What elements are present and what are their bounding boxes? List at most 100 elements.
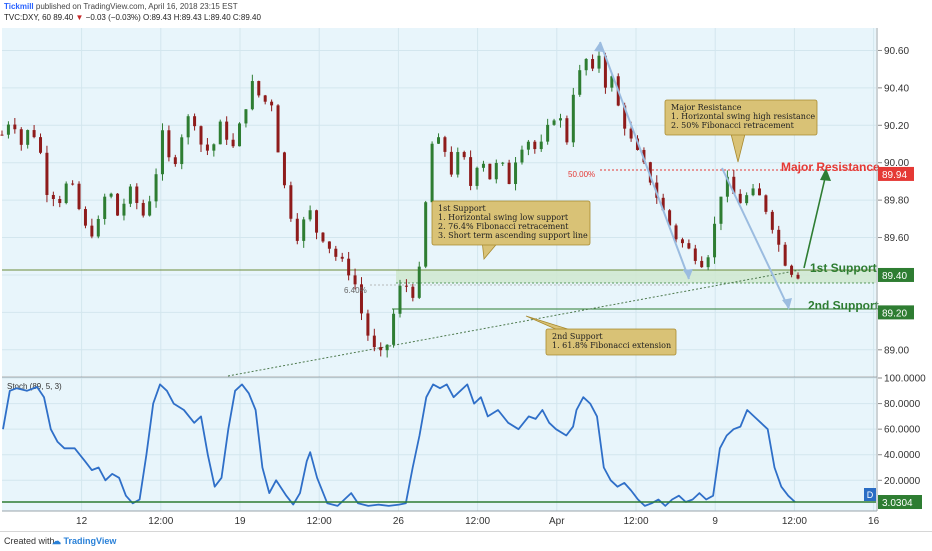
candle-body <box>680 239 684 244</box>
major-resistance-badge-value: 89.94 <box>882 170 907 181</box>
candle-body <box>308 210 312 220</box>
cloud-icon: ☁ <box>52 536 61 546</box>
chart-svg[interactable]: 50.00% 6.40% Major Resistance 1st Support 2… <box>0 0 932 531</box>
first-support-note-line: 1. Horizontal swing low support <box>438 213 569 222</box>
change-down-icon: ▼ <box>75 13 84 22</box>
stoch-current-value: 3.0304 <box>882 498 913 509</box>
candle-body <box>64 183 68 204</box>
candle-body <box>90 225 94 237</box>
candle-body <box>757 188 761 196</box>
candle-body <box>481 163 485 168</box>
candle-body <box>507 162 511 185</box>
candle-body <box>668 210 672 226</box>
candle-body <box>180 137 184 165</box>
candle-body <box>398 285 402 314</box>
candle-body <box>32 130 36 138</box>
candle-body <box>584 59 588 71</box>
candle-body <box>71 183 75 185</box>
symbol-interval: TVC:DXY, 60 <box>4 13 51 22</box>
candle-body <box>552 120 556 125</box>
candle-body <box>443 137 447 152</box>
candle-body <box>128 186 132 204</box>
time-axis-tick: 12 <box>76 516 88 527</box>
candle-body <box>193 116 197 127</box>
stoch-current-badge <box>878 495 922 510</box>
candle-body <box>603 55 607 88</box>
price-axis[interactable]: 90.60 90.40 90.20 90.00 89.80 89.60 89.40 89.20… <box>876 28 926 511</box>
candle-body <box>578 70 582 95</box>
candle-body <box>366 313 370 336</box>
candle-body <box>212 144 216 151</box>
candle-body <box>257 81 261 96</box>
stoch-axis-tick: 60.0000 <box>884 425 921 436</box>
major-resistance-note-line: Major Resistance <box>671 103 742 112</box>
candle-body <box>732 176 736 194</box>
candle-body <box>745 195 749 204</box>
major-resistance-note-line: 1. Horizontal swing high resistance <box>671 112 815 121</box>
candle-body <box>706 257 710 268</box>
price-axis-tick: 90.00 <box>884 158 909 169</box>
candle-body <box>558 118 562 121</box>
first-support-badge <box>878 267 914 282</box>
candle-body <box>687 243 691 249</box>
second-support-badge <box>878 305 914 320</box>
time-axis-tick: 12:00 <box>465 516 490 527</box>
candle-body <box>770 211 774 230</box>
candle-body <box>340 256 344 259</box>
candle-body <box>263 95 267 102</box>
candle-body <box>77 183 81 210</box>
candle-body <box>6 124 10 135</box>
stoch-axis-tick: 40.0000 <box>884 450 921 461</box>
candle-body <box>796 274 800 279</box>
candle-body <box>738 193 742 204</box>
price-axis-tick: 89.60 <box>884 233 909 244</box>
publisher-line: Tickmill published on TradingView.com, A… <box>4 2 238 11</box>
candle-body <box>173 157 177 165</box>
candle-body <box>790 265 794 275</box>
candle-body <box>417 266 421 298</box>
tradingview-logo[interactable]: ☁ TradingView <box>52 536 116 547</box>
fib-arrow-down-2-head <box>782 298 792 309</box>
candle-body <box>289 185 293 219</box>
second-support-note-line: 2nd Support <box>552 332 603 341</box>
candle-body <box>135 186 139 203</box>
interval-badge <box>864 488 876 501</box>
candle-body <box>411 286 415 298</box>
candle-body <box>469 157 473 186</box>
candle-body <box>610 76 614 88</box>
ohlc-values: O:89.43 H:89.43 L:89.40 C:89.40 <box>143 13 261 22</box>
candle-body <box>488 163 492 180</box>
level-labels: Major Resistance 1st Support 2nd Support <box>781 160 880 312</box>
ascending-support-trendline <box>227 269 801 377</box>
candle-body <box>270 101 274 106</box>
candle-body <box>96 218 100 237</box>
time-axis-tick: Apr <box>549 516 565 527</box>
first-support-note-line: 3. Short term ascending support line <box>438 231 588 240</box>
time-axis-tick: 12:00 <box>307 516 332 527</box>
time-axis-tick: 26 <box>393 516 405 527</box>
candle-body <box>533 141 537 150</box>
candle-body <box>39 137 43 153</box>
candle-body <box>661 197 665 211</box>
price-axis-tick: 89.80 <box>884 196 909 207</box>
candle-body <box>700 260 704 268</box>
candle-body <box>327 241 331 249</box>
candle-body <box>764 195 768 212</box>
candle-body <box>655 182 659 198</box>
first-support-badge-value: 89.40 <box>882 271 907 282</box>
candle-body <box>674 225 678 240</box>
major-resistance-badge <box>878 166 914 181</box>
fib-label: 6.40% <box>344 286 367 295</box>
fib-arrow-down-1 <box>599 41 690 280</box>
candle-body <box>424 202 428 267</box>
time-axis[interactable]: 1212:001912:002612:00Apr12:00912:001612:… <box>2 510 932 527</box>
candle-body <box>359 284 363 314</box>
stoch-line <box>2 383 796 507</box>
publisher-name[interactable]: Tickmill <box>4 2 34 11</box>
candle-body <box>783 244 787 266</box>
candle-body <box>372 335 376 348</box>
candle-body <box>392 313 396 345</box>
candle-body <box>116 193 120 216</box>
